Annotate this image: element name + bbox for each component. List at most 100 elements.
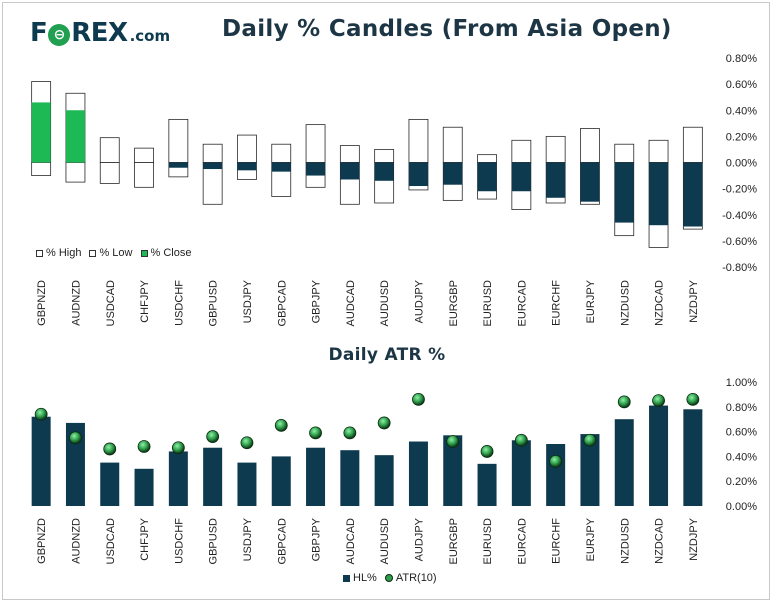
x-tick-label-eurgbp: EURGBP <box>448 280 460 326</box>
high-box-nzdusd <box>614 143 635 163</box>
hl-bar-eurusd <box>477 463 497 506</box>
high-box-eurgbp <box>442 126 463 163</box>
high-box-eurcad <box>511 139 532 163</box>
atr-point-gbpjpy <box>309 426 322 440</box>
close-bar-gbpnzd <box>31 102 51 163</box>
atr-point-audnzd <box>69 431 82 445</box>
y-tick-label: 0.40% <box>726 105 757 117</box>
y-tick-label: 0.40% <box>726 451 757 463</box>
x-tick-label-audcad: AUDCAD <box>345 518 357 565</box>
y-tick-label: 0.00% <box>726 501 757 513</box>
high-box-nzdcad <box>648 139 669 163</box>
y-tick-label: 0.20% <box>726 131 757 143</box>
high-box-nzdjpy <box>682 126 703 163</box>
close-bar-eurusd <box>477 162 497 192</box>
hl-bar-eurgbp <box>443 435 463 506</box>
legend-label-atr: ATR(10) <box>395 572 437 584</box>
y-tick-label: 0.80% <box>726 53 757 65</box>
high-box-audcad <box>339 145 360 163</box>
x-tick-label-eurusd: EURUSD <box>482 518 494 565</box>
legend-swatch-high <box>36 249 43 257</box>
close-bar-eurgbp <box>443 162 463 185</box>
high-box-gbpusd <box>202 143 223 163</box>
hl-bar-eurjpy <box>580 434 600 506</box>
atr-point-gbpusd <box>206 430 220 443</box>
atr-point-nzdcad <box>652 394 665 407</box>
x-tick-label-nzdcad: NZDCAD <box>654 518 666 564</box>
atr-point-audusd <box>377 416 391 430</box>
close-bar-gbpcad <box>271 162 291 172</box>
hl-bar-chfjpy <box>134 468 154 506</box>
x-tick-label-usdjpy: USDJPY <box>242 279 254 323</box>
x-tick-label-audjpy: AUDJPY <box>413 279 425 323</box>
x-tick-label-gbpcad: GBPCAD <box>276 280 288 327</box>
x-tick-label-usdjpy: USDJPY <box>242 517 254 561</box>
hl-bar-gbpcad <box>271 456 291 506</box>
x-tick-label-gbpjpy: GBPJPY <box>311 517 323 561</box>
hl-bar-gbpnzd <box>31 416 51 506</box>
x-tick-label-eurcad: EURCAD <box>516 280 528 327</box>
close-bar-nzdcad <box>649 162 669 226</box>
legend-label-hl: HL% <box>353 572 377 584</box>
legend-label-low: % Low <box>99 247 133 259</box>
close-bar-audusd <box>374 162 394 181</box>
logo-suffix: .com <box>129 27 171 45</box>
close-bar-audjpy <box>408 162 428 187</box>
close-bar-gbpusd <box>203 162 223 170</box>
candles-legend: % High % Low % Close <box>36 247 199 259</box>
x-tick-label-eurchf: EURCHF <box>551 518 563 564</box>
hl-bar-usdcad <box>100 462 120 506</box>
hl-bar-gbpusd <box>203 447 223 506</box>
y-tick-label: -0.80% <box>722 262 757 274</box>
x-tick-label-audcad: AUDCAD <box>345 280 357 327</box>
candles-chart-title: Daily % Candles (From Asia Open) <box>222 16 672 42</box>
x-tick-label-eurusd: EURUSD <box>482 280 494 327</box>
x-tick-label-gbpjpy: GBPJPY <box>311 279 323 323</box>
y-tick-label: -0.40% <box>722 210 757 222</box>
atr-point-gbpnzd <box>34 407 48 421</box>
high-box-chfjpy <box>134 147 154 163</box>
logo-text-f: F <box>30 18 48 48</box>
y-tick-label: 0.20% <box>726 476 757 488</box>
high-box-eurchf <box>545 135 566 163</box>
close-bar-nzdusd <box>614 162 634 223</box>
y-tick-label: 0.80% <box>726 402 757 414</box>
x-tick-label-usdcad: USDCAD <box>105 280 117 327</box>
legend-label-close: % Close <box>150 247 192 259</box>
legend-item-atr: ATR(10) <box>384 572 437 584</box>
hl-bar-audusd <box>374 455 394 506</box>
high-box-usdchf <box>168 118 189 163</box>
x-tick-label-eurcad: EURCAD <box>516 518 528 565</box>
hl-bar-usdchf <box>168 451 188 506</box>
hl-bar-usdjpy <box>237 462 257 506</box>
hl-bar-gbpjpy <box>306 447 326 506</box>
atr-point-nzdjpy <box>686 392 700 406</box>
legend-item-low: % Low <box>89 247 133 259</box>
candles-chart: 0.80% 0.60% 0.40% 0.20% 0.00% -0.20% -0.40% -0.… <box>31 53 757 327</box>
y-tick-label: 0.00% <box>726 158 757 170</box>
y-tick-label: -0.60% <box>722 236 757 248</box>
hl-bar-audcad <box>340 450 360 506</box>
hl-bar-nzdusd <box>614 419 634 506</box>
x-tick-label-chfjpy: CHFJPY <box>139 517 151 560</box>
x-tick-label-audjpy: AUDJPY <box>413 517 425 561</box>
y-tick-label: 0.60% <box>726 79 757 91</box>
low-box-chfjpy <box>134 162 154 188</box>
x-tick-label-gbpnzd: GBPNZD <box>36 280 48 326</box>
atr-point-eurcad <box>514 433 528 447</box>
x-tick-label-usdcad: USDCAD <box>105 518 117 565</box>
high-box-eurjpy <box>580 128 600 163</box>
atr-point-eurchf <box>549 454 563 468</box>
x-tick-label-audnzd: AUDNZD <box>70 518 82 564</box>
x-tick-label-gbpusd: GBPUSD <box>208 280 220 327</box>
legend-swatch-low <box>89 249 97 257</box>
atr-legend: HL% ATR(10) <box>343 572 445 584</box>
x-tick-label-nzdusd: NZDUSD <box>619 518 631 564</box>
low-box-usdcad <box>99 162 120 184</box>
forex-logo: F ⊖ REX .com <box>30 18 170 48</box>
atr-point-eurusd <box>480 445 494 458</box>
atr-point-eurgbp <box>446 435 460 448</box>
x-tick-label-eurchf: EURCHF <box>551 280 563 326</box>
y-tick-label: 1.00% <box>726 377 757 389</box>
hl-bar-nzdcad <box>649 405 669 506</box>
